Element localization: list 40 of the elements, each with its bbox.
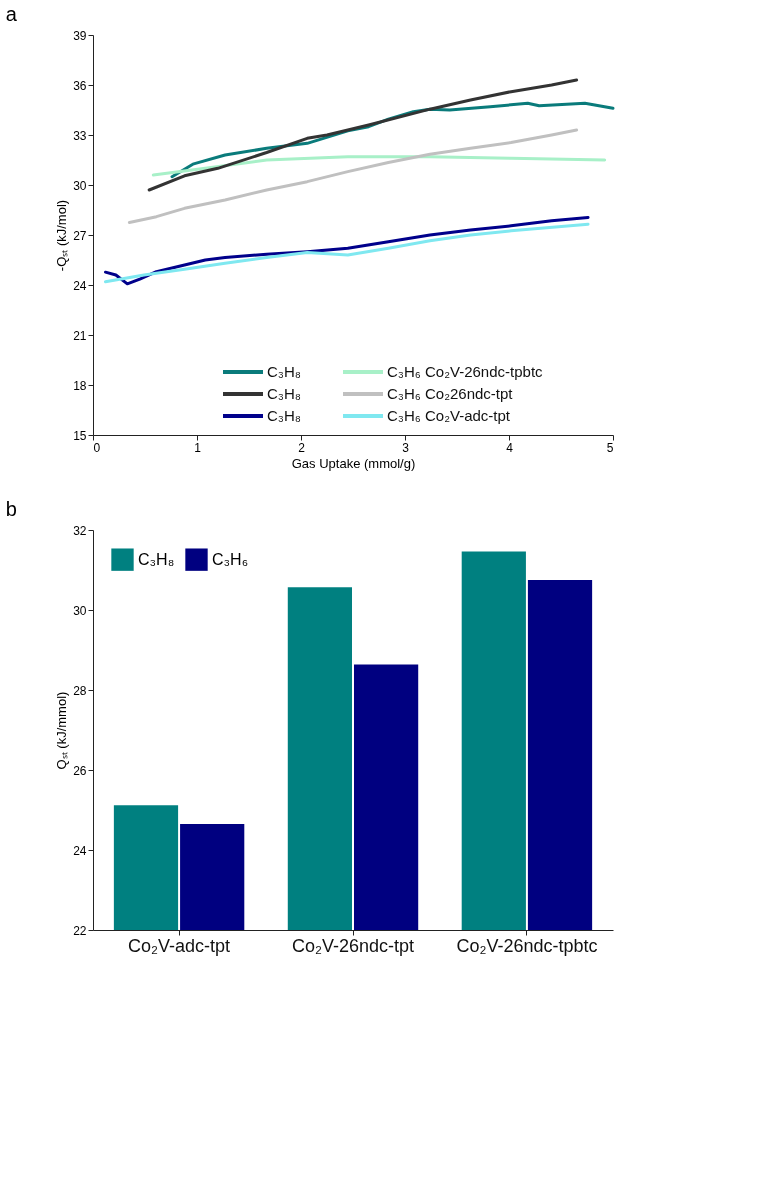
legend-label: C₃H₈ [138, 550, 175, 568]
y-tick-label: 24 [73, 278, 87, 293]
line-series [127, 128, 579, 224]
x-tick-label: 3 [402, 440, 410, 455]
y-tick-label: 18 [73, 378, 87, 393]
line-series [147, 78, 579, 192]
legend-label: C₃H₈ [267, 407, 301, 424]
y-tick-label: 28 [73, 683, 87, 698]
chart-title: a [5, 3, 18, 25]
x-tick-label: Co₂V-26ndc-tpbtc [456, 935, 598, 956]
x-tick-label: 2 [298, 440, 306, 455]
y-tick-label: 22 [73, 923, 87, 938]
y-tick-label: 15 [73, 428, 87, 443]
x-tick-label: 0 [93, 440, 101, 455]
y-tick-label: 26 [73, 763, 87, 778]
chart-title: b [5, 498, 17, 520]
x-tick-label: Co₂V-26ndc-tpt [291, 935, 415, 956]
x-tick-label: Co₂V-adc-tpt [128, 935, 231, 956]
line-series [151, 155, 607, 177]
legend-label: C₃H₆ Co₂V-adc-tpt [387, 407, 511, 424]
y-tick-label: 30 [73, 603, 87, 618]
legend-label: C₃H₆ Co₂V-26ndc-tpbtc [387, 363, 544, 380]
x-tick-label: 4 [506, 440, 514, 455]
y-tick-label: 21 [73, 328, 87, 343]
legend-label: C₃H₆ [212, 550, 249, 568]
x-tick-label: 1 [194, 440, 202, 455]
y-tick-label: 30 [73, 178, 87, 193]
y-axis-title: -Qₛₜ (kJ/mol) [54, 199, 70, 272]
legend-label: C₃H₈ [267, 385, 301, 402]
y-tick-label: 39 [73, 28, 87, 43]
y-tick-label: 32 [73, 523, 87, 538]
x-axis-title: Gas Uptake (mmol/g) [291, 455, 416, 471]
y-tick-label: 27 [73, 228, 87, 243]
y-axis-title: Qₛₜ (kJ/mmol) [54, 691, 70, 770]
legend-label: C₃H₆ Co₂26ndc-tpt [387, 385, 514, 402]
y-tick-label: 33 [73, 128, 87, 143]
y-tick-label: 36 [73, 78, 87, 93]
y-tick-label: 24 [73, 843, 87, 858]
x-tick-label: 5 [606, 440, 614, 455]
legend-label: C₃H₈ [267, 363, 301, 380]
